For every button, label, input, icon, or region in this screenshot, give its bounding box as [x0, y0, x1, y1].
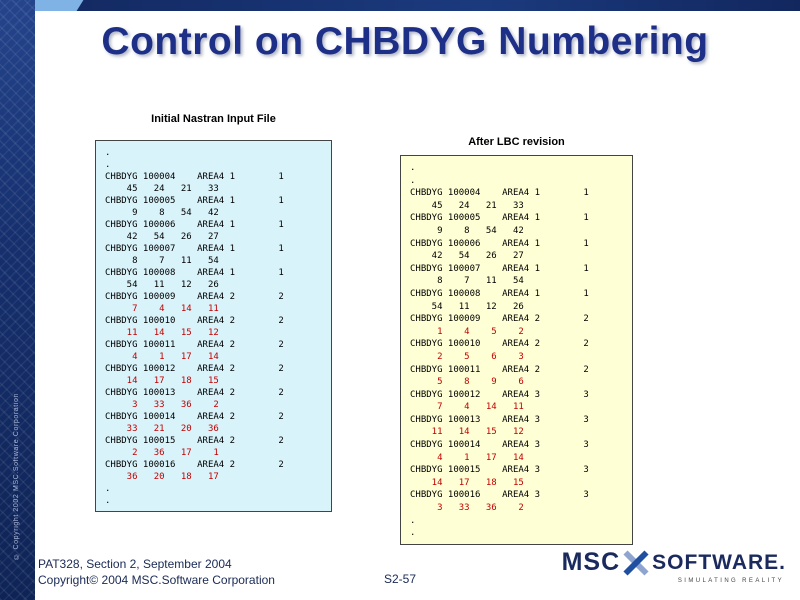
code-line: CHBDYG 100005 AREA4 1 1 — [410, 213, 589, 224]
code-line: CHBDYG 100010 AREA4 2 2 — [410, 339, 589, 350]
code-line: CHBDYG 100006 AREA4 1 1 — [410, 238, 589, 249]
code-line: . — [410, 528, 416, 539]
code-line: CHBDYG 100011 AREA4 2 2 — [105, 340, 284, 350]
code-line: CHBDYG 100016 AREA4 2 2 — [105, 460, 284, 470]
code-line: CHBDYG 100007 AREA4 1 1 — [410, 263, 589, 274]
code-line: . — [410, 175, 416, 186]
code-line: CHBDYG 100015 AREA4 3 3 — [410, 465, 589, 476]
code-line: 14 17 18 15 — [105, 376, 219, 386]
code-line: CHBDYG 100013 AREA4 2 2 — [105, 388, 284, 398]
code-line: CHBDYG 100012 AREA4 2 2 — [105, 364, 284, 374]
footer-text: PAT328, Section 2, September 2004 Copyri… — [38, 556, 275, 588]
logo-software-text: SOFTWARE. — [652, 550, 786, 574]
code-line: 36 20 18 17 — [105, 472, 219, 482]
code-line: 3 33 36 2 — [410, 503, 524, 514]
code-line: CHBDYG 100009 AREA4 2 2 — [105, 292, 284, 302]
code-line: 42 54 26 27 — [105, 232, 219, 242]
code-line: CHBDYG 100010 AREA4 2 2 — [105, 316, 284, 326]
top-banner — [0, 0, 800, 11]
code-line: . — [410, 163, 416, 173]
code-line: CHBDYG 100011 AREA4 2 2 — [410, 364, 589, 375]
footer-course-line: PAT328, Section 2, September 2004 — [38, 557, 232, 571]
code-line: CHBDYG 100014 AREA4 2 2 — [105, 412, 284, 422]
code-line: . — [105, 484, 111, 494]
code-line: 3 33 36 2 — [105, 400, 219, 410]
code-line: 2 36 17 1 — [105, 448, 219, 458]
code-line: CHBDYG 100009 AREA4 2 2 — [410, 314, 589, 325]
code-line: 42 54 26 27 — [410, 251, 524, 262]
code-line: 1 4 5 2 — [410, 326, 524, 337]
sidebar-copyright-text: © Copyright 2002 MSC.Software Corporatio… — [13, 393, 20, 560]
code-line: 54 11 12 26 — [105, 280, 219, 290]
code-line: 14 17 18 15 — [410, 477, 524, 488]
code-line: 7 4 14 11 — [105, 304, 219, 314]
code-line: 7 4 14 11 — [410, 402, 524, 413]
code-line: CHBDYG 100016 AREA4 3 3 — [410, 490, 589, 501]
right-panel-label: After LBC revision — [468, 136, 565, 148]
logo-row: MSC SOFTWARE. — [562, 548, 786, 577]
logo-msc-text: MSC — [561, 548, 621, 576]
code-line: . — [105, 148, 111, 158]
code-line: . — [105, 160, 111, 170]
code-line: CHBDYG 100013 AREA4 3 3 — [410, 414, 589, 425]
code-line: 2 5 6 3 — [410, 351, 524, 362]
initial-nastran-input-panel: . . CHBDYG 100004 AREA4 1 1 45 24 21 33 … — [95, 140, 332, 512]
footer-copyright-line: Copyright© 2004 MSC.Software Corporation — [38, 573, 275, 587]
code-line: CHBDYG 100008 AREA4 1 1 — [410, 288, 589, 299]
code-line: 11 14 15 12 — [410, 427, 524, 438]
code-line: 9 8 54 42 — [105, 208, 219, 218]
code-line: . — [410, 515, 416, 526]
code-line: CHBDYG 100004 AREA4 1 1 — [410, 188, 589, 199]
after-lbc-revision-panel: . . CHBDYG 100004 AREA4 1 1 45 24 21 33 … — [400, 155, 633, 545]
sidebar-decoration: © Copyright 2002 MSC.Software Corporatio… — [0, 0, 35, 600]
code-line: 4 1 17 14 — [105, 352, 219, 362]
code-line: 33 21 20 36 — [105, 424, 219, 434]
code-line: 4 1 17 14 — [410, 452, 524, 463]
page-number: S2-57 — [383, 572, 417, 586]
code-line: . — [105, 496, 111, 506]
code-line: CHBDYG 100005 AREA4 1 1 — [105, 196, 284, 206]
slide-title: Control on CHBDYG Numbering — [101, 20, 709, 63]
code-line: 5 8 9 6 — [410, 377, 524, 388]
logo-tagline: SIMULATING REALITY — [677, 578, 784, 584]
left-panel-label: Initial Nastran Input File — [151, 113, 276, 125]
code-line: 11 14 15 12 — [105, 328, 219, 338]
code-line: 8 7 11 54 — [105, 256, 219, 266]
code-line: 9 8 54 42 — [410, 225, 524, 236]
code-line: CHBDYG 100006 AREA4 1 1 — [105, 220, 284, 230]
code-line: 45 24 21 33 — [105, 184, 219, 194]
code-line: CHBDYG 100012 AREA4 3 3 — [410, 389, 589, 400]
code-line: 8 7 11 54 — [410, 276, 524, 287]
code-line: 54 11 12 26 — [410, 301, 524, 312]
code-line: CHBDYG 100008 AREA4 1 1 — [105, 268, 284, 278]
code-line: CHBDYG 100015 AREA4 2 2 — [105, 436, 284, 446]
code-line: 45 24 21 33 — [410, 200, 524, 211]
code-line: CHBDYG 100014 AREA4 3 3 — [410, 440, 589, 451]
msc-software-logo: MSC SOFTWARE. SIMULATING REALITY — [562, 548, 786, 584]
code-line: CHBDYG 100007 AREA4 1 1 — [105, 244, 284, 254]
msc-x-icon — [622, 549, 650, 577]
code-line: CHBDYG 100004 AREA4 1 1 — [105, 172, 284, 182]
